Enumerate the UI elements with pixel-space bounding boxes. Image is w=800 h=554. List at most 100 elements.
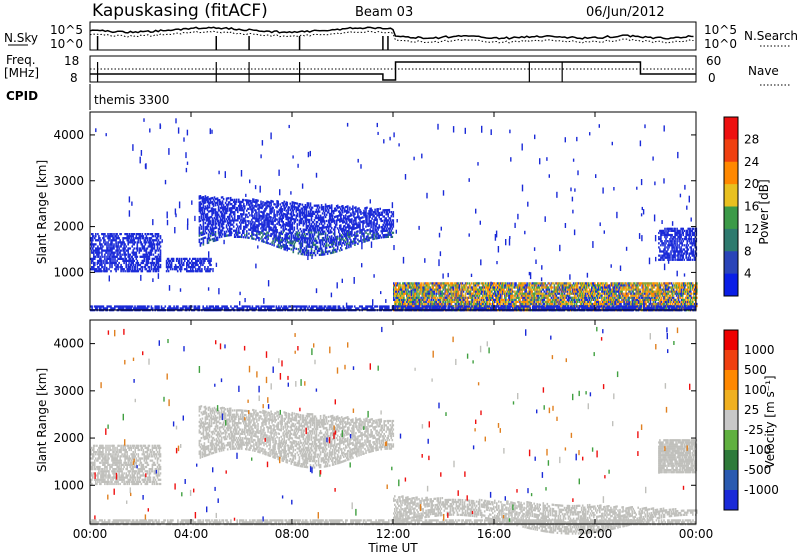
data-cell (99, 263, 101, 267)
data-cell (252, 200, 254, 203)
data-cell (98, 266, 100, 269)
data-cell (401, 298, 403, 301)
data-cell (251, 233, 253, 236)
data-cell (192, 266, 194, 269)
data-cell (334, 223, 337, 226)
data-cell (451, 298, 454, 301)
data-cell (338, 243, 340, 246)
data-cell (269, 228, 271, 231)
data-cell (335, 250, 338, 253)
data-cell (486, 307, 489, 310)
data-cell (343, 206, 345, 209)
data-cell (140, 243, 143, 246)
data-cell (201, 206, 204, 209)
data-cell (310, 247, 313, 251)
data-cell (389, 231, 392, 234)
data-cell (263, 215, 265, 219)
data-cell (359, 239, 361, 243)
data-cell (327, 250, 330, 253)
data-cell (284, 234, 286, 237)
data-cell (312, 243, 315, 246)
data-cell (240, 209, 242, 212)
data-cell (111, 243, 113, 246)
data-cell (424, 294, 426, 297)
data-cell (384, 229, 386, 232)
data-cell (211, 201, 214, 204)
data-cell (165, 270, 168, 273)
data-cell (198, 234, 201, 237)
data-cell (279, 203, 281, 206)
data-cell (494, 286, 496, 289)
data-cell (222, 214, 225, 217)
data-cell (137, 270, 140, 273)
data-cell (239, 221, 241, 224)
data-cell (243, 209, 245, 212)
data-cell (387, 231, 389, 234)
data-cell (554, 298, 557, 301)
data-cell (333, 207, 336, 210)
data-cell (243, 205, 245, 208)
data-cell (407, 284, 409, 287)
data-cell (539, 282, 541, 285)
data-cell (296, 239, 299, 242)
data-cell (91, 237, 93, 240)
data-cell (132, 233, 134, 236)
data-cell (553, 296, 556, 299)
data-cell (475, 298, 478, 301)
data-cell (303, 247, 306, 250)
data-cell (486, 300, 489, 303)
data-cell (554, 292, 557, 295)
data-cell (128, 237, 130, 240)
data-cell (499, 300, 501, 303)
data-cell (153, 266, 156, 269)
data-cell (200, 233, 203, 236)
data-cell (543, 294, 546, 297)
data-cell (519, 302, 521, 306)
data-cell (403, 290, 405, 293)
data-cell (386, 235, 388, 238)
data-cell (388, 217, 391, 220)
data-cell (490, 288, 492, 291)
data-cell (348, 227, 350, 230)
data-cell (427, 286, 429, 289)
data-cell (359, 217, 361, 220)
data-cell (330, 218, 333, 221)
data-cell (278, 217, 280, 220)
data-cell (532, 294, 534, 297)
data-cell (101, 259, 103, 262)
data-cell (283, 200, 285, 203)
data-cell (472, 290, 475, 293)
data-cell (442, 288, 445, 291)
data-cell (153, 239, 156, 242)
data-cell (174, 266, 177, 269)
data-cell (362, 212, 364, 215)
data-cell (257, 199, 259, 202)
data-cell (504, 290, 506, 293)
data-cell (492, 294, 494, 297)
data-cell (330, 227, 333, 230)
data-cell (262, 213, 264, 216)
data-cell (132, 261, 134, 265)
data-cell (299, 209, 302, 212)
data-cell (311, 214, 314, 218)
data-cell (372, 211, 374, 214)
data-cell (453, 298, 456, 301)
data-cell (331, 239, 334, 242)
data-cell (101, 253, 103, 256)
data-cell (103, 237, 105, 240)
data-cell (94, 261, 96, 265)
data-cell (493, 302, 495, 306)
data-cell (354, 223, 356, 226)
data-cell (140, 270, 143, 273)
data-cell (308, 237, 311, 240)
data-cell (205, 199, 208, 202)
data-cell (406, 292, 408, 295)
data-cell (462, 288, 465, 291)
data-cell (455, 300, 458, 303)
data-cell (143, 253, 146, 256)
data-cell (312, 225, 315, 228)
data-cell (256, 224, 258, 227)
data-cell (190, 268, 192, 271)
data-cell (409, 284, 411, 287)
data-cell (143, 257, 146, 260)
